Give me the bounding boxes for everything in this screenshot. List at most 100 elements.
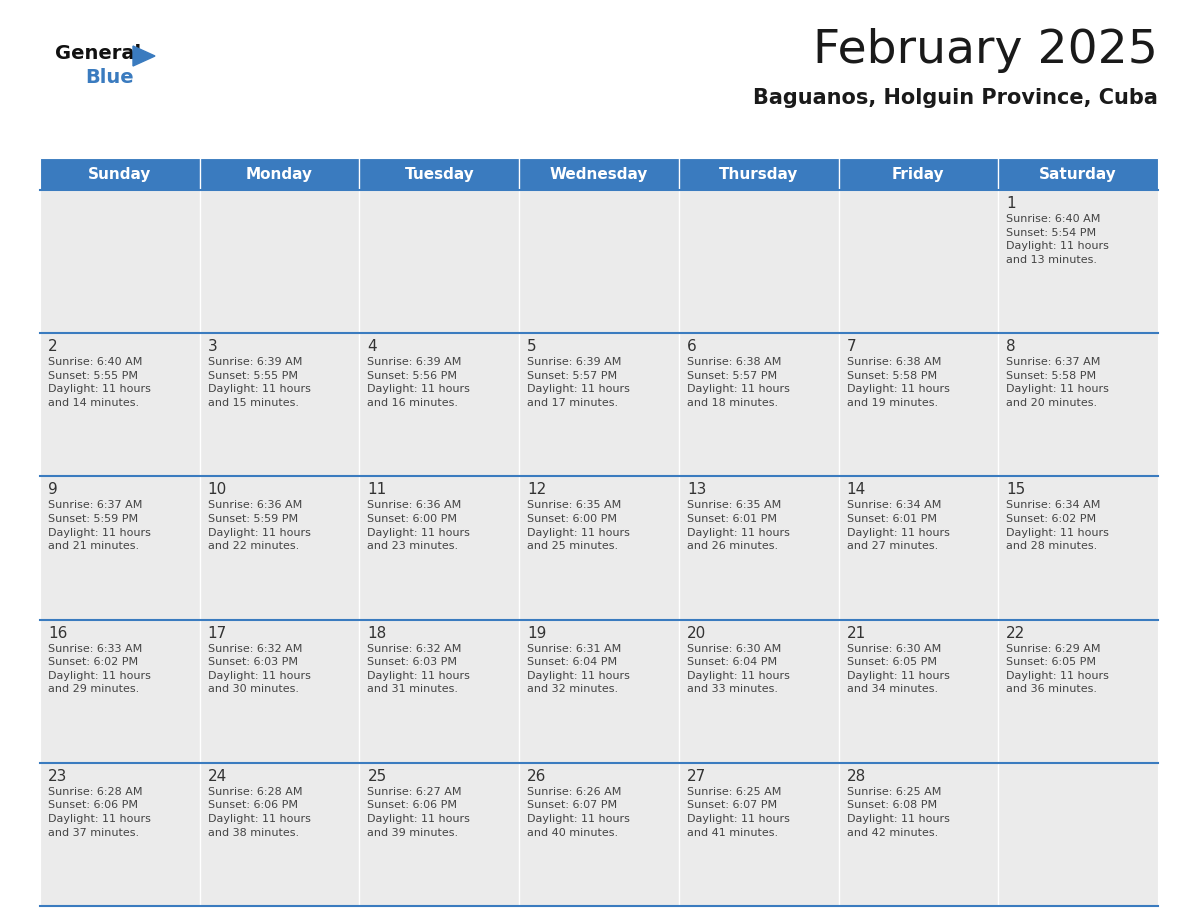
Text: 22: 22 [1006, 625, 1025, 641]
Text: Sunrise: 6:32 AM
Sunset: 6:03 PM
Daylight: 11 hours
and 30 minutes.: Sunrise: 6:32 AM Sunset: 6:03 PM Dayligh… [208, 644, 310, 694]
Text: 28: 28 [847, 768, 866, 784]
Text: Sunrise: 6:39 AM
Sunset: 5:55 PM
Daylight: 11 hours
and 15 minutes.: Sunrise: 6:39 AM Sunset: 5:55 PM Dayligh… [208, 357, 310, 408]
Text: February 2025: February 2025 [813, 28, 1158, 73]
Text: Thursday: Thursday [719, 166, 798, 182]
Text: Sunrise: 6:36 AM
Sunset: 5:59 PM
Daylight: 11 hours
and 22 minutes.: Sunrise: 6:36 AM Sunset: 5:59 PM Dayligh… [208, 500, 310, 551]
Text: 23: 23 [48, 768, 68, 784]
Bar [360, 763, 519, 906]
Text: Sunrise: 6:38 AM
Sunset: 5:57 PM
Daylight: 11 hours
and 18 minutes.: Sunrise: 6:38 AM Sunset: 5:57 PM Dayligh… [687, 357, 790, 408]
Bar [839, 476, 998, 620]
Text: Sunrise: 6:31 AM
Sunset: 6:04 PM
Daylight: 11 hours
and 32 minutes.: Sunrise: 6:31 AM Sunset: 6:04 PM Dayligh… [527, 644, 630, 694]
Bar [678, 158, 839, 190]
Bar [360, 476, 519, 620]
Text: Sunrise: 6:30 AM
Sunset: 6:04 PM
Daylight: 11 hours
and 33 minutes.: Sunrise: 6:30 AM Sunset: 6:04 PM Dayligh… [687, 644, 790, 694]
Text: Saturday: Saturday [1040, 166, 1117, 182]
Text: 20: 20 [687, 625, 706, 641]
Polygon shape [133, 46, 154, 66]
Text: Sunrise: 6:34 AM
Sunset: 6:01 PM
Daylight: 11 hours
and 27 minutes.: Sunrise: 6:34 AM Sunset: 6:01 PM Dayligh… [847, 500, 949, 551]
Text: 13: 13 [687, 482, 706, 498]
Text: Sunrise: 6:38 AM
Sunset: 5:58 PM
Daylight: 11 hours
and 19 minutes.: Sunrise: 6:38 AM Sunset: 5:58 PM Dayligh… [847, 357, 949, 408]
Text: 9: 9 [48, 482, 58, 498]
Bar [200, 190, 360, 333]
Bar [360, 620, 519, 763]
Bar [200, 763, 360, 906]
Text: Sunrise: 6:26 AM
Sunset: 6:07 PM
Daylight: 11 hours
and 40 minutes.: Sunrise: 6:26 AM Sunset: 6:07 PM Dayligh… [527, 787, 630, 837]
Bar [998, 763, 1158, 906]
Bar [998, 620, 1158, 763]
Bar [360, 158, 519, 190]
Text: Monday: Monday [246, 166, 314, 182]
Bar [678, 763, 839, 906]
Text: 19: 19 [527, 625, 546, 641]
Text: 1: 1 [1006, 196, 1016, 211]
Text: Wednesday: Wednesday [550, 166, 649, 182]
Text: Sunrise: 6:25 AM
Sunset: 6:07 PM
Daylight: 11 hours
and 41 minutes.: Sunrise: 6:25 AM Sunset: 6:07 PM Dayligh… [687, 787, 790, 837]
Text: Sunrise: 6:29 AM
Sunset: 6:05 PM
Daylight: 11 hours
and 36 minutes.: Sunrise: 6:29 AM Sunset: 6:05 PM Dayligh… [1006, 644, 1110, 694]
Bar [678, 476, 839, 620]
Text: 25: 25 [367, 768, 386, 784]
Bar [519, 333, 678, 476]
Bar [200, 158, 360, 190]
Bar [360, 333, 519, 476]
Text: Sunrise: 6:34 AM
Sunset: 6:02 PM
Daylight: 11 hours
and 28 minutes.: Sunrise: 6:34 AM Sunset: 6:02 PM Dayligh… [1006, 500, 1110, 551]
Text: Sunrise: 6:37 AM
Sunset: 5:59 PM
Daylight: 11 hours
and 21 minutes.: Sunrise: 6:37 AM Sunset: 5:59 PM Dayligh… [48, 500, 151, 551]
Text: Sunrise: 6:30 AM
Sunset: 6:05 PM
Daylight: 11 hours
and 34 minutes.: Sunrise: 6:30 AM Sunset: 6:05 PM Dayligh… [847, 644, 949, 694]
Text: Sunrise: 6:25 AM
Sunset: 6:08 PM
Daylight: 11 hours
and 42 minutes.: Sunrise: 6:25 AM Sunset: 6:08 PM Dayligh… [847, 787, 949, 837]
Bar [40, 620, 200, 763]
Text: Sunrise: 6:28 AM
Sunset: 6:06 PM
Daylight: 11 hours
and 38 minutes.: Sunrise: 6:28 AM Sunset: 6:06 PM Dayligh… [208, 787, 310, 837]
Bar [40, 158, 200, 190]
Text: Sunrise: 6:27 AM
Sunset: 6:06 PM
Daylight: 11 hours
and 39 minutes.: Sunrise: 6:27 AM Sunset: 6:06 PM Dayligh… [367, 787, 470, 837]
Bar [40, 190, 200, 333]
Text: Sunrise: 6:40 AM
Sunset: 5:54 PM
Daylight: 11 hours
and 13 minutes.: Sunrise: 6:40 AM Sunset: 5:54 PM Dayligh… [1006, 214, 1110, 264]
Text: 8: 8 [1006, 339, 1016, 354]
Bar [519, 190, 678, 333]
Text: 6: 6 [687, 339, 696, 354]
Text: Baguanos, Holguin Province, Cuba: Baguanos, Holguin Province, Cuba [753, 88, 1158, 108]
Text: 10: 10 [208, 482, 227, 498]
Text: Sunrise: 6:36 AM
Sunset: 6:00 PM
Daylight: 11 hours
and 23 minutes.: Sunrise: 6:36 AM Sunset: 6:00 PM Dayligh… [367, 500, 470, 551]
Bar [998, 158, 1158, 190]
Text: General: General [55, 44, 141, 63]
Text: 11: 11 [367, 482, 386, 498]
Bar [678, 620, 839, 763]
Bar [519, 158, 678, 190]
Bar [839, 763, 998, 906]
Bar [40, 333, 200, 476]
Bar [519, 763, 678, 906]
Bar [40, 476, 200, 620]
Text: 14: 14 [847, 482, 866, 498]
Text: Sunrise: 6:39 AM
Sunset: 5:56 PM
Daylight: 11 hours
and 16 minutes.: Sunrise: 6:39 AM Sunset: 5:56 PM Dayligh… [367, 357, 470, 408]
Bar [839, 333, 998, 476]
Text: 18: 18 [367, 625, 386, 641]
Text: 27: 27 [687, 768, 706, 784]
Text: Sunrise: 6:33 AM
Sunset: 6:02 PM
Daylight: 11 hours
and 29 minutes.: Sunrise: 6:33 AM Sunset: 6:02 PM Dayligh… [48, 644, 151, 694]
Bar [360, 190, 519, 333]
Text: 15: 15 [1006, 482, 1025, 498]
Text: 3: 3 [208, 339, 217, 354]
Bar [200, 620, 360, 763]
Text: Sunrise: 6:40 AM
Sunset: 5:55 PM
Daylight: 11 hours
and 14 minutes.: Sunrise: 6:40 AM Sunset: 5:55 PM Dayligh… [48, 357, 151, 408]
Bar [678, 190, 839, 333]
Text: Sunrise: 6:37 AM
Sunset: 5:58 PM
Daylight: 11 hours
and 20 minutes.: Sunrise: 6:37 AM Sunset: 5:58 PM Dayligh… [1006, 357, 1110, 408]
Bar [839, 190, 998, 333]
Bar [839, 158, 998, 190]
Bar [678, 333, 839, 476]
Bar [998, 476, 1158, 620]
Text: 26: 26 [527, 768, 546, 784]
Text: 7: 7 [847, 339, 857, 354]
Text: Sunrise: 6:39 AM
Sunset: 5:57 PM
Daylight: 11 hours
and 17 minutes.: Sunrise: 6:39 AM Sunset: 5:57 PM Dayligh… [527, 357, 630, 408]
Text: Blue: Blue [86, 68, 133, 87]
Text: Friday: Friday [892, 166, 944, 182]
Bar [998, 190, 1158, 333]
Text: Sunrise: 6:35 AM
Sunset: 6:01 PM
Daylight: 11 hours
and 26 minutes.: Sunrise: 6:35 AM Sunset: 6:01 PM Dayligh… [687, 500, 790, 551]
Text: Tuesday: Tuesday [404, 166, 474, 182]
Text: 16: 16 [48, 625, 68, 641]
Text: Sunday: Sunday [88, 166, 152, 182]
Bar [200, 476, 360, 620]
Bar [519, 620, 678, 763]
Text: 21: 21 [847, 625, 866, 641]
Text: Sunrise: 6:32 AM
Sunset: 6:03 PM
Daylight: 11 hours
and 31 minutes.: Sunrise: 6:32 AM Sunset: 6:03 PM Dayligh… [367, 644, 470, 694]
Text: 17: 17 [208, 625, 227, 641]
Bar [200, 333, 360, 476]
Text: 4: 4 [367, 339, 377, 354]
